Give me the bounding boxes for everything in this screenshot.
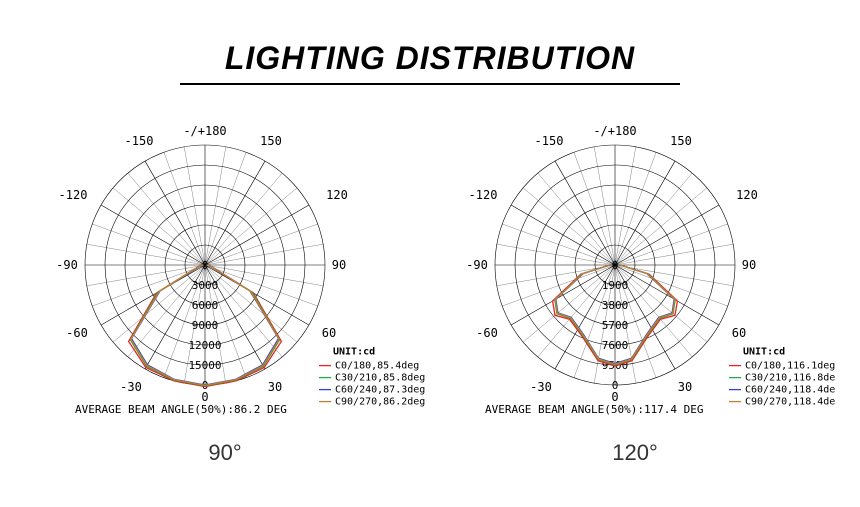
angle-label: 0 <box>201 390 208 404</box>
ring-label: 5700 <box>602 319 629 332</box>
ring-label: 7600 <box>602 339 629 352</box>
polar-chart-90: -/+180 -150 150 -120 120 -90 90 -60 60 -30 3000 30 0… <box>25 125 425 425</box>
charts-row: -/+180-150150-120120-9090-6060-303000300… <box>0 125 860 466</box>
angle-label: -120 <box>469 188 498 202</box>
angle-label: -90 <box>56 258 78 272</box>
angle-label: -150 <box>535 134 564 148</box>
ring-label: 3800 <box>602 299 629 312</box>
legend-item: C90/270,86.2deg <box>335 397 425 408</box>
angle-label: -30 <box>530 380 552 394</box>
angle-label: -90 <box>466 258 488 272</box>
legend-item: C0/180,116.1deg <box>745 361 835 372</box>
angle-label: -/+180 <box>183 125 226 138</box>
sublabel-120: 120° <box>435 440 835 466</box>
ring-label: 0 <box>612 259 619 272</box>
unit-label: UNIT:cd <box>743 347 785 358</box>
angle-label: 60 <box>322 326 336 340</box>
angle-label: 150 <box>260 134 282 148</box>
angle-label: 0 <box>611 390 618 404</box>
angle-label: -150 <box>125 134 154 148</box>
polar-chart-120: -/+180-150150-120120-9090-6060-303000190… <box>435 125 835 425</box>
legend-item: C60/240,87.3deg <box>335 385 425 396</box>
ring-label: 9000 <box>192 319 219 332</box>
angle-label: 30 <box>268 380 282 394</box>
angle-label: 150 <box>670 134 692 148</box>
angle-label: 90 <box>332 258 346 272</box>
angle-label: -120 <box>59 188 88 202</box>
sublabel-90: 90° <box>25 440 425 466</box>
chart-120: -/+180-150150-120120-9090-6060-303000190… <box>435 125 835 466</box>
angle-label: 30 <box>678 380 692 394</box>
angle-label: -60 <box>66 326 88 340</box>
legend-item: C30/210,116.8deg <box>745 373 835 384</box>
unit-label: UNIT:cd <box>333 347 375 358</box>
angle-label: 60 <box>732 326 746 340</box>
page-title: LIGHTING DISTRIBUTION <box>0 40 860 77</box>
title-underline <box>180 83 680 85</box>
ring-label: 12000 <box>188 339 221 352</box>
avg-beam-angle: AVERAGE BEAM ANGLE(50%):86.2 DEG <box>75 403 287 416</box>
ring-label: 6000 <box>192 299 219 312</box>
ring-label: 0 <box>612 379 619 392</box>
ring-label: 3000 <box>192 279 219 292</box>
angle-label: 90 <box>742 258 756 272</box>
ring-label: 15000 <box>188 359 221 372</box>
legend-item: C30/210,85.8deg <box>335 373 425 384</box>
angle-label: 120 <box>736 188 758 202</box>
legend-item: C0/180,85.4deg <box>335 361 419 372</box>
angle-label: 120 <box>326 188 348 202</box>
angle-label: -30 <box>120 380 142 394</box>
ring-label: 1900 <box>602 279 629 292</box>
legend-item: C90/270,118.4deg <box>745 397 835 408</box>
avg-beam-angle: AVERAGE BEAM ANGLE(50%):117.4 DEG <box>485 403 704 416</box>
angle-label: -/+180 <box>593 125 636 138</box>
angle-label: -60 <box>476 326 498 340</box>
legend-item: C60/240,118.4deg <box>745 385 835 396</box>
chart-90: -/+180 -150 150 -120 120 -90 90 -60 60 -30 3000 30 0… <box>25 125 425 466</box>
